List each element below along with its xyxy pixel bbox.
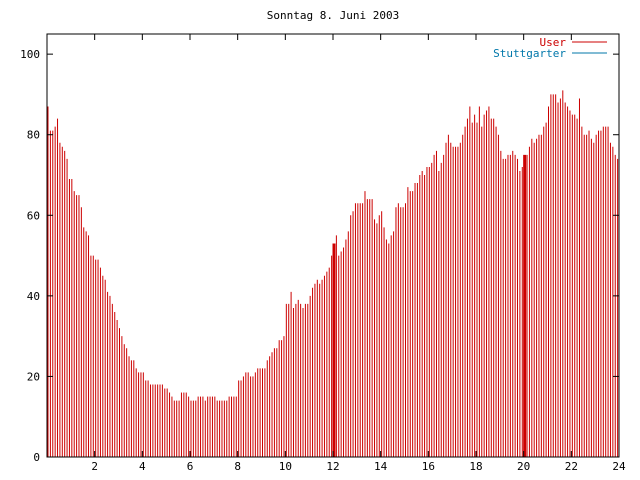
y-tick-label: 20 xyxy=(27,370,40,383)
x-tick-label: 8 xyxy=(234,460,241,473)
y-tick-label: 0 xyxy=(33,451,40,464)
x-tick-label: 14 xyxy=(374,460,388,473)
x-axis: 2 4 6 8 10 12 14 16 18 20 22 24 xyxy=(91,34,626,473)
x-tick-label: 10 xyxy=(279,460,292,473)
x-tick-label: 6 xyxy=(187,460,194,473)
x-tick-label: 12 xyxy=(326,460,339,473)
y-axis: 0 20 40 60 80 100 xyxy=(20,48,619,464)
x-tick-label: 18 xyxy=(469,460,482,473)
x-tick-label: 16 xyxy=(422,460,435,473)
y-tick-label: 40 xyxy=(27,290,40,303)
y-tick-label: 80 xyxy=(27,129,40,142)
y-tick-label: 100 xyxy=(20,48,40,61)
legend: User Stuttgarter xyxy=(493,36,607,60)
bar-series-user xyxy=(47,90,619,457)
x-tick-label: 22 xyxy=(565,460,578,473)
x-tick-label: 2 xyxy=(91,460,98,473)
y-tick-label: 60 xyxy=(27,209,40,222)
legend-label-user: User xyxy=(540,36,567,49)
x-tick-label: 24 xyxy=(612,460,626,473)
x-tick-label: 4 xyxy=(139,460,146,473)
x-tick-label: 20 xyxy=(517,460,530,473)
chart-title: Sonntag 8. Juni 2003 xyxy=(267,9,399,22)
legend-label-stuttgarter: Stuttgarter xyxy=(493,47,566,60)
